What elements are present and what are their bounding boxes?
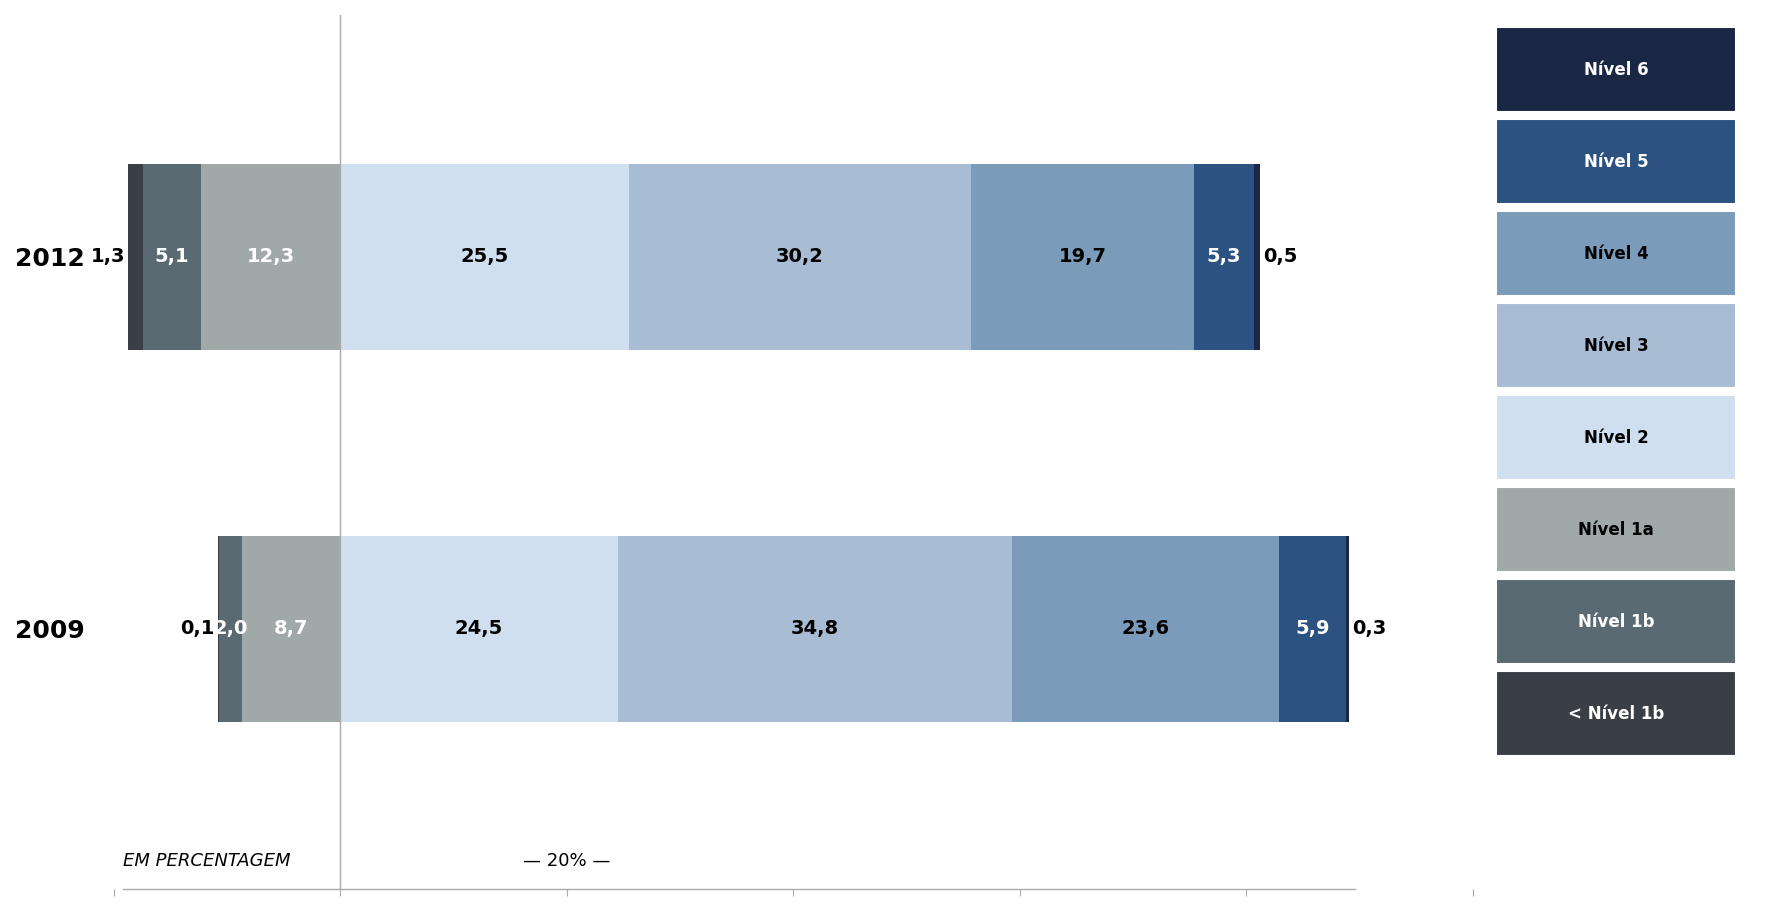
Bar	[971, 164, 1194, 350]
Text: Nível 4: Nível 4	[1583, 245, 1649, 262]
Text: 5,1: 5,1	[154, 247, 189, 266]
Text: 0,3: 0,3	[1353, 619, 1387, 639]
Bar	[1011, 536, 1279, 722]
Text: Nível 6: Nível 6	[1583, 61, 1649, 78]
Text: EM PERCENTAGEM: EM PERCENTAGEM	[122, 852, 290, 870]
Text: 23,6: 23,6	[1121, 619, 1169, 639]
Text: 12,3: 12,3	[246, 247, 294, 266]
Text: 34,8: 34,8	[790, 619, 839, 639]
Bar	[129, 164, 143, 350]
Bar	[220, 536, 241, 722]
Text: Nível 2: Nível 2	[1583, 429, 1649, 446]
Bar	[1194, 164, 1254, 350]
Bar	[1279, 536, 1346, 722]
Text: < Nível 1b: < Nível 1b	[1567, 705, 1665, 722]
Text: — 20% —: — 20% —	[522, 852, 611, 870]
Bar	[1254, 164, 1259, 350]
Text: Nível 1a: Nível 1a	[1578, 521, 1654, 538]
Bar	[340, 536, 618, 722]
Text: 0,5: 0,5	[1263, 247, 1298, 266]
Text: 19,7: 19,7	[1059, 247, 1107, 266]
Text: 0,1: 0,1	[181, 619, 214, 639]
Text: 30,2: 30,2	[776, 247, 824, 266]
Text: 8,7: 8,7	[275, 619, 308, 639]
Text: Nível 1b: Nível 1b	[1578, 613, 1654, 630]
Bar	[340, 164, 629, 350]
Text: 1,3: 1,3	[90, 247, 126, 266]
Text: 2,0: 2,0	[213, 619, 248, 639]
Text: 24,5: 24,5	[455, 619, 503, 639]
Text: Nível 5: Nível 5	[1583, 153, 1649, 170]
Text: 5,3: 5,3	[1206, 247, 1241, 266]
Bar	[241, 536, 340, 722]
Bar	[618, 536, 1011, 722]
Text: Nível 3: Nível 3	[1583, 337, 1649, 354]
Bar	[629, 164, 971, 350]
Text: 25,5: 25,5	[460, 247, 508, 266]
Bar	[200, 164, 340, 350]
Text: 5,9: 5,9	[1295, 619, 1330, 639]
Bar	[1346, 536, 1350, 722]
Bar	[143, 164, 200, 350]
